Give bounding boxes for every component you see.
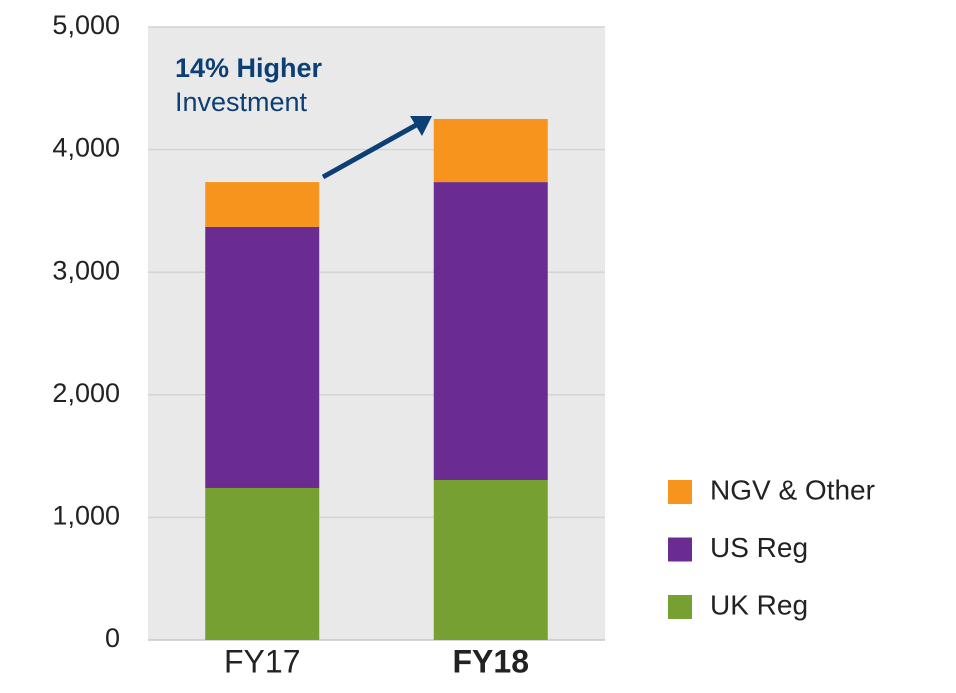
legend-swatch	[668, 537, 692, 562]
y-tick-label: 4,000	[52, 133, 120, 163]
bar-segment	[433, 118, 548, 183]
y-tick-label: 3,000	[52, 255, 120, 285]
y-tick-label: 5,000	[52, 10, 120, 40]
bar-segment	[433, 182, 548, 481]
bar-segment	[433, 480, 548, 640]
annotation-bold: 14% Higher	[175, 53, 323, 83]
bar-segment	[205, 182, 320, 227]
legend-label: NGV & Other	[710, 474, 875, 505]
annotation-arrow	[321, 121, 420, 180]
annotation-text: Investment	[175, 87, 308, 117]
x-tick-label: FY18	[453, 643, 529, 679]
y-tick-label: 1,000	[52, 501, 120, 531]
y-tick-label: 0	[105, 623, 120, 653]
legend-label: US Reg	[710, 532, 808, 563]
y-tick-label: 2,000	[52, 378, 120, 408]
bar-segment	[205, 487, 320, 640]
annotation-arrowhead	[410, 116, 432, 136]
x-tick-label: FY17	[224, 643, 300, 679]
legend-swatch	[668, 595, 692, 619]
legend-swatch	[668, 480, 692, 504]
legend-label: UK Reg	[710, 589, 808, 620]
bar-segment	[205, 226, 320, 488]
